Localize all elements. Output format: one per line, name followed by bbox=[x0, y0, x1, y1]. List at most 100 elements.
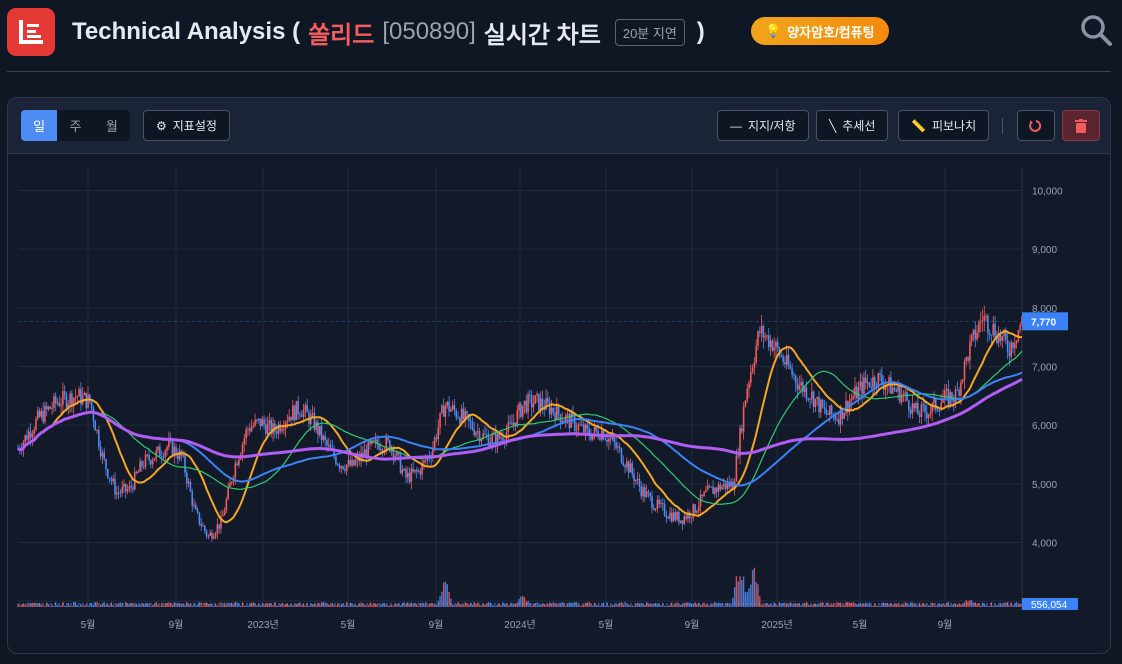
volume-bar bbox=[164, 603, 166, 607]
toolbar-separator bbox=[1002, 118, 1003, 134]
candle-body bbox=[326, 439, 328, 446]
volume-bar bbox=[433, 604, 436, 607]
app-logo[interactable] bbox=[7, 8, 55, 56]
period-week-button[interactable]: 주 bbox=[69, 119, 82, 134]
volume-bar bbox=[656, 603, 659, 607]
volume-bar bbox=[974, 602, 977, 607]
candle-body bbox=[863, 377, 865, 395]
candle-body bbox=[27, 431, 30, 440]
volume-bar bbox=[432, 603, 434, 607]
x-axis-label: 2025년 bbox=[761, 619, 792, 631]
candle-body bbox=[685, 516, 687, 519]
volume-bar bbox=[644, 604, 646, 607]
price-chart[interactable]: 10,0009,0008,0007,0006,0005,0004,0003,00… bbox=[8, 155, 1111, 654]
candle-body bbox=[924, 405, 926, 413]
candle-body bbox=[520, 403, 522, 417]
volume-bar bbox=[92, 604, 95, 607]
volume-bar bbox=[17, 603, 19, 607]
volume-bar bbox=[453, 605, 456, 607]
volume-bar bbox=[703, 602, 705, 607]
candle-body bbox=[521, 405, 524, 417]
candle-body bbox=[584, 424, 587, 433]
candle-body bbox=[678, 511, 680, 523]
candle-body bbox=[353, 459, 355, 466]
candle-body bbox=[71, 393, 73, 407]
candle-body bbox=[453, 405, 456, 411]
fibonacci-button[interactable]: 📏 피보나치 bbox=[898, 110, 990, 141]
candle-body bbox=[94, 421, 97, 431]
volume-bar bbox=[1005, 602, 1007, 607]
candle-body bbox=[367, 441, 370, 458]
volume-bar bbox=[942, 604, 944, 607]
candle-body bbox=[439, 412, 441, 428]
candle-body bbox=[604, 439, 607, 441]
volume-bar bbox=[918, 603, 921, 607]
volume-bar bbox=[692, 603, 695, 607]
chart-panel: 일 주 월 ⚙ 지표설정 — 지지/저항 ╲ 추세선 📏 피보나치 bbox=[7, 97, 1111, 654]
candle-body bbox=[322, 435, 325, 441]
volume-bar bbox=[900, 604, 903, 607]
volume-bar bbox=[502, 602, 504, 607]
candle-body bbox=[861, 381, 863, 395]
volume-bar bbox=[310, 604, 312, 607]
candle-body bbox=[342, 466, 344, 470]
support-resistance-button[interactable]: — 지지/저항 bbox=[717, 110, 809, 141]
volume-bar bbox=[715, 603, 718, 607]
volume-bar bbox=[281, 603, 283, 607]
candle-body bbox=[238, 459, 240, 466]
period-day-button[interactable]: 일 bbox=[21, 110, 58, 141]
volume-bar bbox=[750, 584, 752, 607]
candle-body bbox=[209, 532, 211, 536]
theme-badge[interactable]: 💡 양자암호/컴퓨팅 bbox=[751, 17, 889, 45]
volume-bar bbox=[520, 596, 522, 607]
search-button[interactable] bbox=[1078, 12, 1116, 50]
candle-body bbox=[60, 404, 62, 407]
candle-body bbox=[794, 375, 797, 384]
candle-body bbox=[644, 487, 646, 498]
volume-bar bbox=[31, 602, 34, 607]
candle-body bbox=[812, 391, 815, 408]
candle-body bbox=[159, 446, 161, 457]
candle-body bbox=[642, 487, 644, 497]
candle-body bbox=[719, 484, 722, 490]
candle-body bbox=[31, 433, 34, 438]
volume-bar bbox=[457, 602, 459, 607]
diagonal-line-icon: ╲ bbox=[829, 118, 837, 133]
candle-body bbox=[647, 491, 650, 494]
volume-bar bbox=[927, 605, 930, 607]
candle-body bbox=[1003, 331, 1005, 337]
volume-bar bbox=[222, 605, 224, 607]
volume-bar bbox=[1008, 605, 1011, 607]
candle-body bbox=[669, 512, 671, 519]
volume-bar bbox=[477, 602, 479, 607]
candle-body bbox=[423, 460, 425, 463]
delete-button[interactable] bbox=[1062, 110, 1100, 141]
volume-bar bbox=[825, 603, 827, 607]
chart-area[interactable]: 10,0009,0008,0007,0006,0005,0004,0003,00… bbox=[8, 155, 1111, 654]
candle-body bbox=[963, 360, 966, 380]
candle-body bbox=[676, 511, 678, 520]
volume-bar bbox=[963, 602, 966, 607]
candle-body bbox=[987, 315, 989, 333]
trendline-button[interactable]: ╲ 추세선 bbox=[816, 110, 889, 141]
volume-bar bbox=[407, 602, 409, 607]
volume-bar bbox=[595, 604, 598, 607]
candle-body bbox=[164, 450, 167, 458]
volume-bar bbox=[868, 602, 871, 607]
candle-body bbox=[1017, 329, 1020, 341]
volume-bar bbox=[636, 602, 639, 607]
period-month-button[interactable]: 월 bbox=[105, 119, 118, 134]
candle-body bbox=[336, 463, 339, 465]
volume-bar bbox=[257, 603, 260, 607]
volume-bar bbox=[344, 605, 346, 607]
candle-body bbox=[696, 510, 698, 513]
candle-body bbox=[124, 483, 127, 492]
candle-body bbox=[297, 400, 299, 414]
candle-body bbox=[897, 385, 899, 392]
candle-body bbox=[771, 340, 774, 351]
volume-bar bbox=[40, 604, 43, 607]
undo-button[interactable] bbox=[1017, 110, 1055, 141]
volume-bar bbox=[435, 604, 438, 607]
volume-bar bbox=[583, 604, 585, 607]
indicator-settings-button[interactable]: ⚙ 지표설정 bbox=[143, 110, 230, 141]
